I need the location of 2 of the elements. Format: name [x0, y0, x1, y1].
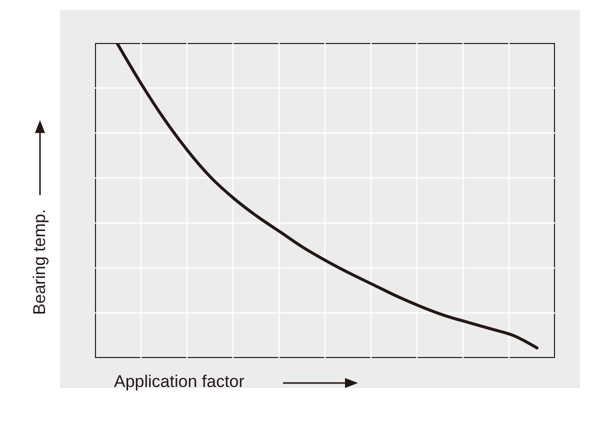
x-axis-title: Application factor — [114, 372, 244, 392]
y-axis-title: Bearing temp. — [30, 209, 50, 315]
